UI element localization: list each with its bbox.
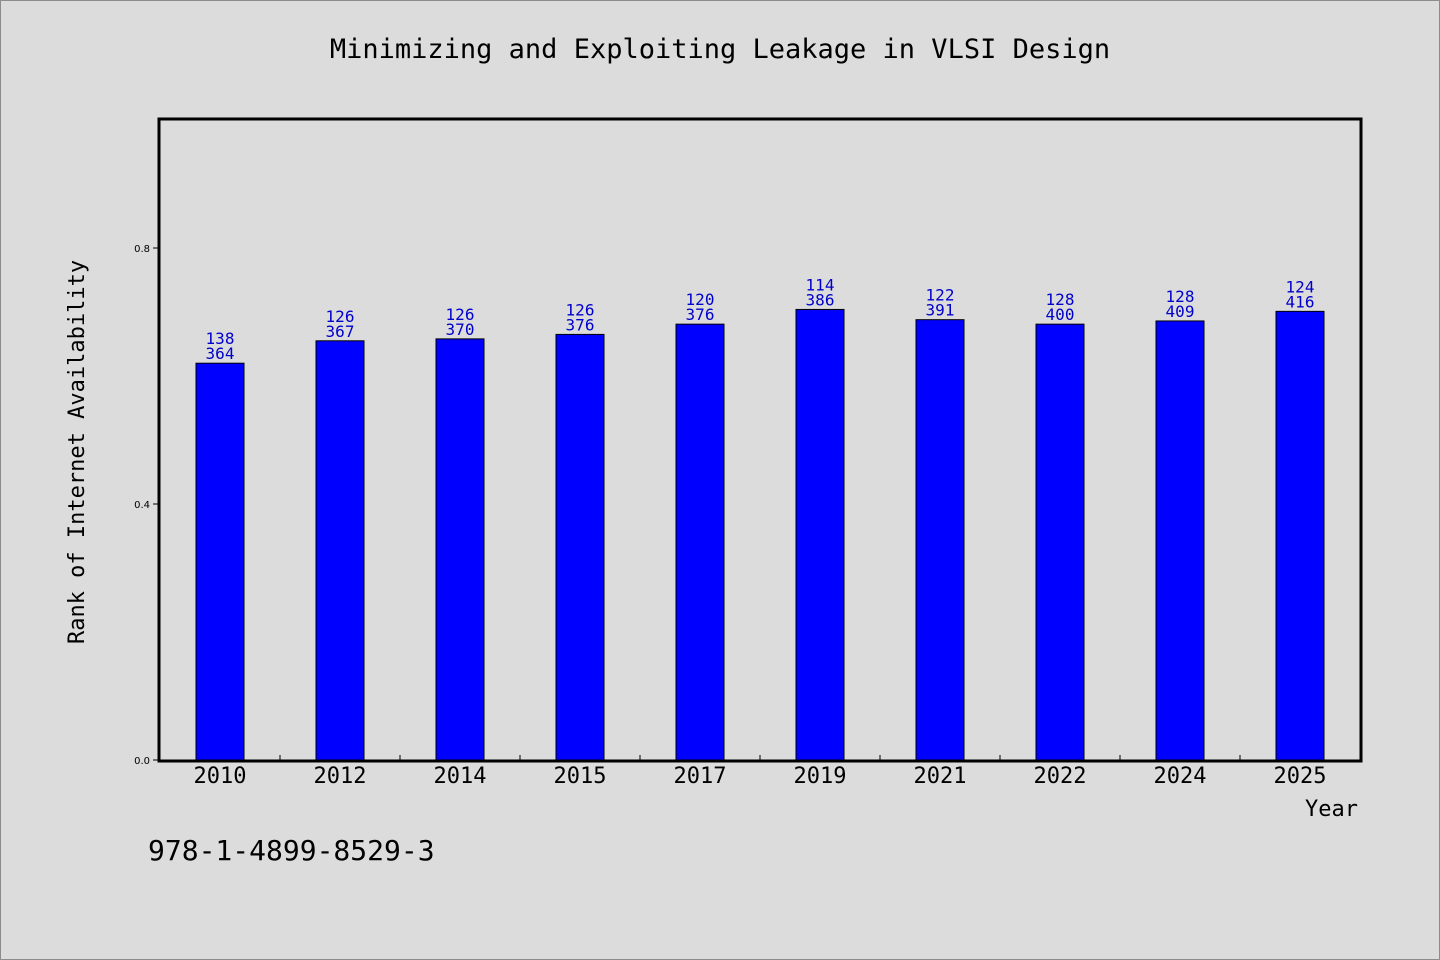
data-label-top-2012: 126 xyxy=(326,307,355,326)
bar-2024 xyxy=(1155,320,1205,761)
y-tick-label: 0.4 xyxy=(134,500,150,511)
bar-2017 xyxy=(675,323,725,761)
data-label-top-2014: 126 xyxy=(446,305,475,324)
data-label-top-2024: 128 xyxy=(1166,287,1195,306)
x-tick-label-2024: 2024 xyxy=(1154,764,1207,789)
data-label-bottom-2025: 416 xyxy=(1286,292,1315,311)
bar-2019 xyxy=(795,308,845,761)
x-tick-label-2010: 2010 xyxy=(194,764,247,789)
bar-2022 xyxy=(1035,323,1085,761)
x-tick-label-2021: 2021 xyxy=(914,764,967,789)
x-tick-label-2022: 2022 xyxy=(1034,764,1087,789)
y-tick-label: 0.8 xyxy=(134,244,150,255)
bar-2012 xyxy=(315,340,365,761)
data-label-bottom-2015: 376 xyxy=(566,315,595,334)
data-label-top-2017: 120 xyxy=(686,290,715,309)
data-label-top-2019: 114 xyxy=(806,275,835,294)
x-tick-label-2012: 2012 xyxy=(314,764,367,789)
data-label-bottom-2021: 391 xyxy=(926,301,955,320)
data-label-top-2021: 122 xyxy=(926,286,955,305)
data-label-bottom-2012: 367 xyxy=(326,322,355,341)
y-tick-label: 0.0 xyxy=(134,756,150,767)
bar-2025 xyxy=(1275,310,1325,761)
x-tick-label-2019: 2019 xyxy=(794,764,847,789)
bar-2014 xyxy=(435,338,485,761)
data-label-top-2015: 126 xyxy=(566,300,595,319)
data-label-bottom-2024: 409 xyxy=(1166,302,1195,321)
chart-title: Minimizing and Exploiting Leakage in VLS… xyxy=(329,34,1111,65)
x-axis-label: Year xyxy=(1305,797,1358,822)
data-label-top-2022: 128 xyxy=(1046,290,1075,309)
plot-area xyxy=(157,117,1363,763)
bar-2010 xyxy=(195,362,245,761)
bar-2021 xyxy=(915,319,965,761)
bars-group xyxy=(195,308,1325,761)
data-label-top-2010: 138 xyxy=(206,329,235,348)
x-tick-label-2014: 2014 xyxy=(434,764,487,789)
data-label-bottom-2010: 364 xyxy=(206,344,235,363)
y-axis-label: Rank of Internet Availability xyxy=(65,260,90,644)
data-label-bottom-2019: 386 xyxy=(806,290,835,309)
data-label-bottom-2017: 376 xyxy=(686,305,715,324)
data-label-bottom-2022: 400 xyxy=(1046,305,1075,324)
x-tick-label-2017: 2017 xyxy=(674,764,727,789)
data-label-bottom-2014: 370 xyxy=(446,320,475,339)
isbn-text: 978-1-4899-8529-3 xyxy=(148,834,435,867)
data-label-top-2025: 124 xyxy=(1286,277,1315,296)
y-axis: 0.0 0.4 0.8 xyxy=(134,244,160,767)
x-tick-label-2015: 2015 xyxy=(554,764,607,789)
bar-2015 xyxy=(555,333,605,761)
x-axis: 2010 2012 2014 2015 2017 2019 2021 2022 2024 2025 xyxy=(194,755,1327,789)
x-tick-label-2025: 2025 xyxy=(1274,764,1327,789)
